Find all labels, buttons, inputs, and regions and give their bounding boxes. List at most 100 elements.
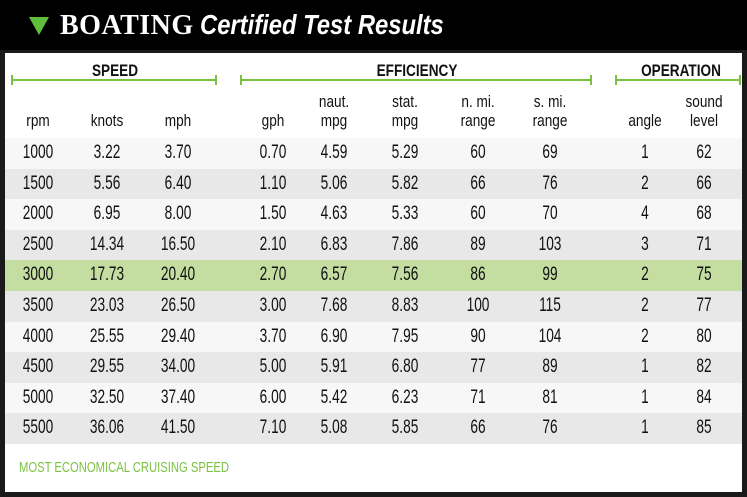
column-header-line2: mpg (320, 111, 348, 130)
table-cell: 75 (696, 264, 712, 286)
table-cell: 8.00 (164, 203, 192, 225)
table-cell: 5.42 (320, 386, 348, 408)
table-row: 4500 29.55 34.00 5.00 5.91 6.80 77 89 1 82 (5, 352, 742, 383)
table-cell: 60 (470, 203, 486, 225)
table-cell: 66 (470, 417, 486, 439)
table-cell: 5.56 (93, 172, 121, 194)
table-cell: 99 (542, 264, 558, 286)
table-row: 2500 14.34 16.50 2.10 6.83 7.86 89 103 3 71 (5, 229, 742, 261)
group-speed: SPEED (91, 61, 139, 80)
table-row: 2000 6.95 8.00 1.50 4.63 5.33 60 70 4 68 (5, 199, 742, 230)
table-cell: 4 (641, 203, 649, 225)
table-cell: 36.06 (89, 417, 125, 439)
table-cell: 6.95 (93, 203, 121, 225)
title-bar: BOATING Certified Test Results (0, 0, 747, 50)
table-row: 1000 3.22 3.70 0.70 4.59 5.29 60 69 1 62 (5, 138, 742, 169)
table-cell: 25.55 (89, 325, 125, 347)
table-cell: 6.80 (391, 356, 419, 378)
table-cell: 6.57 (320, 264, 348, 286)
table-cell: 89 (542, 356, 558, 378)
table-cell: 68 (696, 203, 712, 225)
table-cell: 5.08 (320, 417, 348, 439)
table-cell: 1500 (22, 172, 54, 194)
table-cell: 7.56 (391, 264, 419, 286)
column-header: gph (241, 111, 305, 130)
table-cell: 20.40 (160, 264, 196, 286)
table-cell: 90 (470, 325, 486, 347)
column-header-line2: knots (90, 111, 124, 130)
table-row: 3000 17.73 20.40 2.70 6.57 7.56 86 99 2 75 (5, 260, 742, 291)
column-header: rpm (6, 111, 70, 130)
table-cell: 1.10 (259, 172, 287, 194)
table-cell: 7.86 (391, 233, 419, 255)
column-header-line2: level (690, 111, 718, 130)
table-row: 3500 23.03 26.50 3.00 7.68 8.83 100 115 2 77 (5, 291, 742, 322)
table-cell: 2000 (22, 203, 54, 225)
group-efficiency: EFFICIENCY (376, 61, 458, 80)
column-header-line1: sound (685, 92, 723, 111)
table-cell: 5.06 (320, 172, 348, 194)
table-cell: 1 (641, 417, 649, 439)
table-cell: 5.29 (391, 142, 419, 163)
table-cell: 82 (696, 356, 712, 378)
table-cell: 3.00 (259, 295, 287, 316)
table-cell: 5.91 (320, 356, 348, 378)
table-cell: 4000 (22, 325, 54, 347)
table-cell: 14.34 (89, 233, 125, 255)
table-cell: 5.85 (391, 417, 419, 439)
table-cell: 115 (539, 295, 561, 316)
table-cell: 17.73 (89, 264, 125, 286)
table-cell: 100 (466, 295, 490, 316)
table-cell: 80 (696, 325, 712, 347)
table-cell: 3.22 (93, 142, 121, 163)
table-cell: 3000 (22, 264, 54, 286)
table-cell: 2 (641, 172, 649, 194)
group-divider-efficiency (240, 75, 592, 85)
column-header: naut. mpg (302, 92, 366, 130)
table-cell: 3500 (22, 295, 54, 316)
table-cell: 3 (641, 233, 649, 255)
table-row: 5500 36.06 41.50 7.10 5.08 5.85 66 76 1 85 (5, 413, 742, 444)
table-cell: 77 (470, 356, 486, 378)
table-cell: 4500 (22, 356, 54, 378)
table-row: 1500 5.56 6.40 1.10 5.06 5.82 66 76 2 66 (5, 168, 742, 200)
table-cell: 5000 (22, 386, 54, 408)
table-cell: 26.50 (160, 295, 196, 316)
table-cell: 84 (696, 386, 712, 408)
table-cell: 5.82 (391, 172, 419, 194)
column-header: knots (75, 111, 139, 130)
table-cell: 5.00 (259, 356, 287, 378)
page-title: BOATING Certified Test Results (60, 9, 486, 42)
table-cell: 37.40 (160, 386, 196, 408)
table-cell: 2 (641, 264, 649, 286)
group-divider-speed (11, 75, 217, 85)
table-cell: 1 (641, 356, 649, 378)
table-cell: 2500 (22, 233, 54, 255)
table-cell: 2 (641, 295, 649, 316)
column-header-line2: mpg (391, 111, 419, 130)
table-cell: 23.03 (89, 295, 125, 316)
table-cell: 29.40 (160, 325, 196, 347)
column-header: n. mi. range (446, 92, 510, 130)
column-header-line1: stat. (392, 92, 418, 111)
table-cell: 16.50 (160, 233, 196, 255)
column-header-line2: gph (261, 111, 285, 130)
column-header-line2: rpm (26, 111, 50, 130)
table-cell: 6.90 (320, 325, 348, 347)
table-cell: 77 (696, 295, 712, 316)
column-header: sound level (672, 92, 736, 130)
table-cell: 5500 (22, 417, 54, 439)
column-header-line2: angle (628, 111, 662, 130)
table-cell: 2.10 (259, 233, 287, 255)
table-row: 4000 25.55 29.40 3.70 6.90 7.95 90 104 2 80 (5, 321, 742, 353)
column-header-line1: naut. (318, 92, 350, 111)
table-cell: 6.23 (391, 386, 419, 408)
table-cell: 1 (641, 386, 649, 408)
table-cell: 32.50 (89, 386, 125, 408)
triangle-down-icon (29, 17, 49, 35)
table-cell: 4.63 (320, 203, 348, 225)
table-cell: 69 (542, 142, 558, 163)
table-cell: 1 (641, 142, 649, 163)
table-cell: 7.10 (259, 417, 287, 439)
column-header: s. mi. range (518, 92, 582, 130)
